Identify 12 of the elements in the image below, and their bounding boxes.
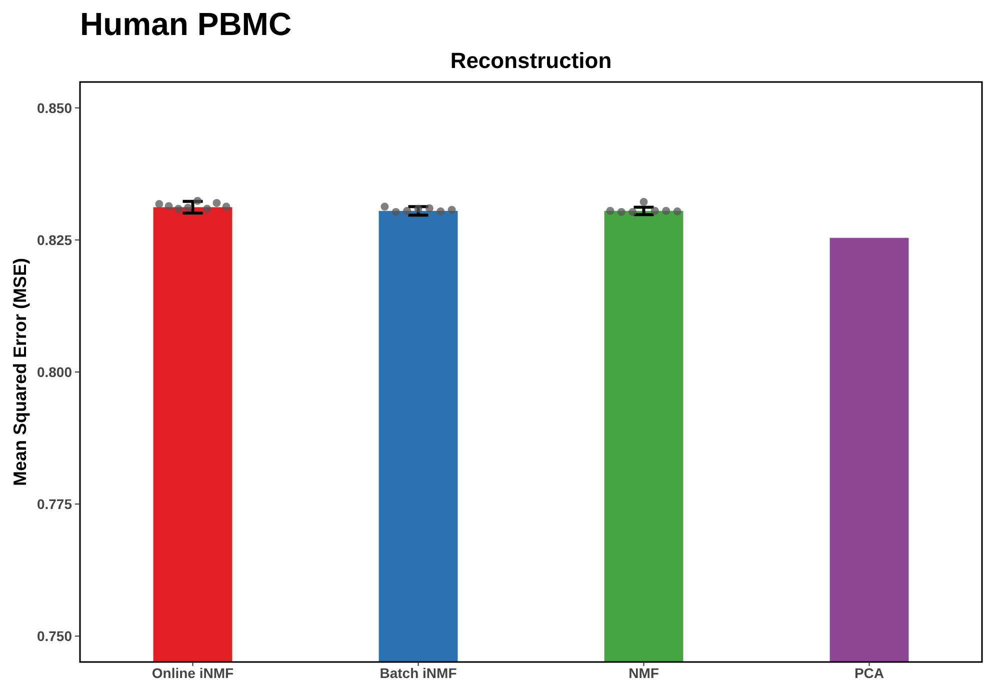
y-tick-label: 0.775	[36, 496, 72, 512]
x-tick-label: Batch iNMF	[380, 665, 458, 681]
x-tick-label: PCA	[854, 665, 884, 681]
chart-title: Human PBMC	[80, 6, 292, 42]
x-tick-label: NMF	[628, 665, 660, 681]
y-axis-title: Mean Squared Error (MSE)	[10, 258, 30, 486]
y-tick-label: 0.800	[36, 364, 72, 380]
y-tick-label: 0.825	[36, 232, 72, 248]
x-tick-label: Online iNMF	[152, 665, 234, 681]
y-tick-label: 0.750	[36, 628, 72, 644]
chart-subtitle: Reconstruction	[450, 48, 612, 73]
y-tick-label: 0.850	[36, 100, 72, 116]
